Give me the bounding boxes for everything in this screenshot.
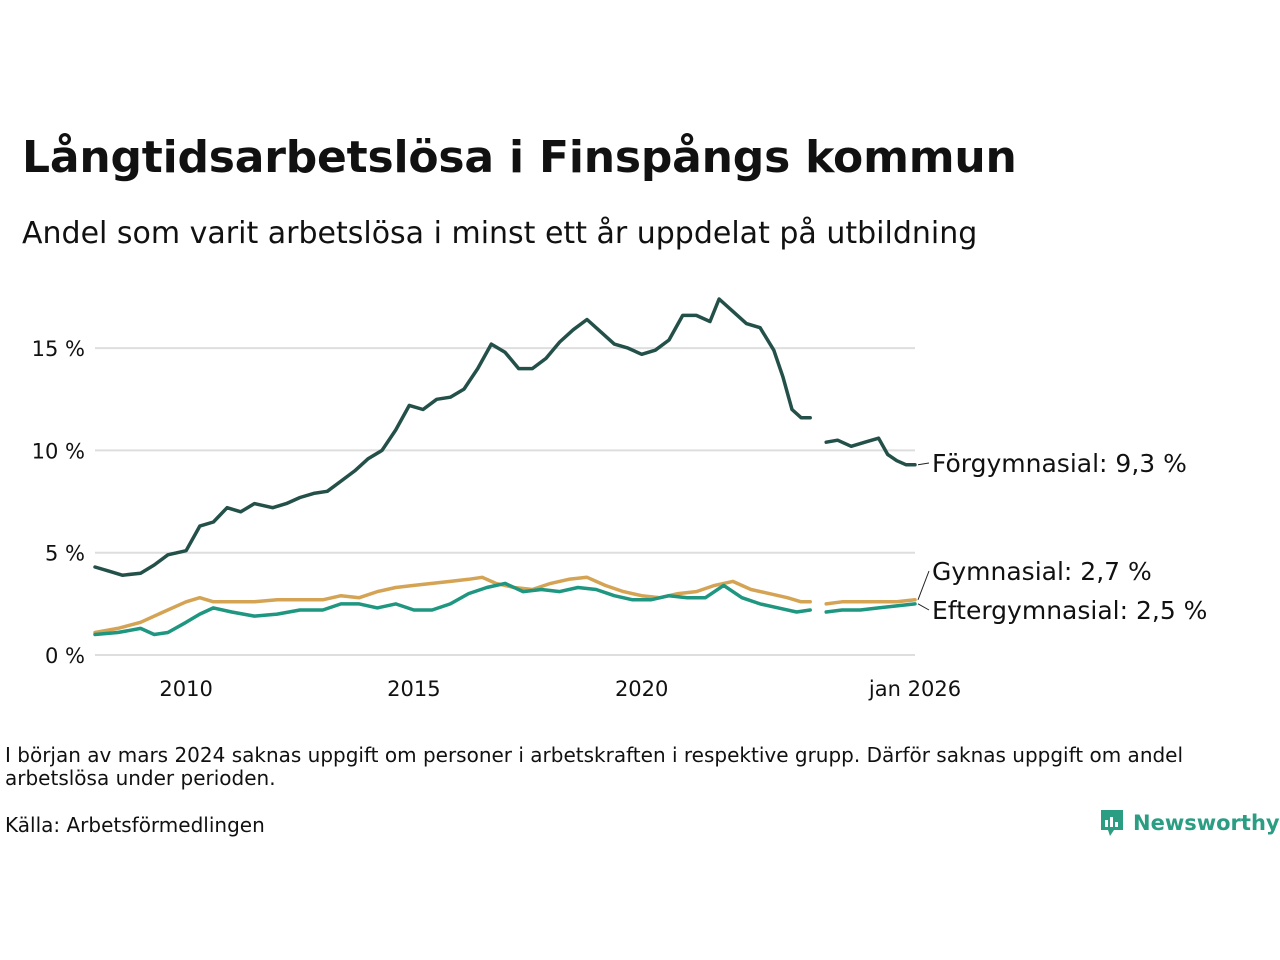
leader-line	[917, 462, 930, 466]
axis-ticks: 0 % 5 % 10 % 15 % 2010 2015 2020 jan 2026	[32, 337, 961, 701]
series-line-gymnasial	[824, 598, 917, 606]
series-line-eftergymnasial	[93, 581, 812, 637]
newsworthy-logo-icon	[1101, 810, 1123, 836]
series-label-gymnasial: Gymnasial: 2,7 %	[932, 557, 1152, 586]
brand-logo[interactable]: Newsworthy	[1099, 808, 1280, 838]
series-label-förgymnasial: Förgymnasial: 9,3 %	[932, 449, 1187, 478]
series-line-eftergymnasial	[824, 602, 917, 614]
y-tick-label: 10 %	[32, 439, 85, 463]
x-tick-label: 2015	[387, 677, 440, 701]
gridlines	[95, 347, 915, 656]
series-label-eftergymnasial: Eftergymnasial: 2,5 %	[932, 596, 1207, 625]
series-line-förgymnasial	[93, 297, 812, 577]
footnote: I början av mars 2024 saknas uppgift om …	[5, 743, 1184, 790]
series-line-gymnasial	[93, 575, 812, 635]
x-tick-label: 2020	[615, 677, 668, 701]
series-line-förgymnasial	[824, 436, 917, 467]
chart-subtitle: Andel som varit arbetslösa i minst ett å…	[22, 216, 978, 251]
x-tick-label: jan 2026	[868, 677, 961, 701]
y-tick-label: 15 %	[32, 337, 85, 361]
y-tick-label: 5 %	[45, 542, 85, 566]
brand-name: Newsworthy	[1133, 811, 1280, 835]
leader-line	[917, 570, 930, 600]
series-lines	[93, 297, 917, 637]
series-labels: Förgymnasial: 9,3 % Gymnasial: 2,7 % Efter…	[917, 449, 1207, 625]
x-tick-label: 2010	[159, 677, 212, 701]
chart-title: Långtidsarbetslösa i Finspångs kommun	[22, 132, 1017, 183]
source-note: Källa: Arbetsförmedlingen	[5, 813, 265, 837]
line-chart: Förgymnasial: 9,3 % Gymnasial: 2,7 % Efter…	[32, 297, 1207, 701]
leader-line	[917, 603, 930, 611]
y-tick-label: 0 %	[45, 644, 85, 668]
